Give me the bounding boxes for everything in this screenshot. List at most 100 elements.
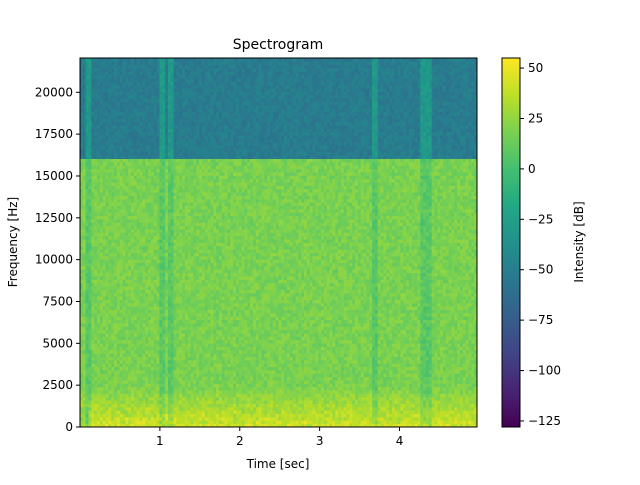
- heatmap-cell: [210, 320, 213, 324]
- heatmap-cell: [341, 350, 344, 354]
- heatmap-cell: [443, 323, 446, 327]
- heatmap-cell: [412, 390, 415, 394]
- heatmap-cell: [344, 326, 347, 330]
- heatmap-cell: [270, 340, 273, 344]
- heatmap-cell: [466, 417, 469, 421]
- heatmap-cell: [244, 326, 247, 330]
- heatmap-cell: [97, 393, 100, 397]
- heatmap-cell: [417, 316, 420, 320]
- heatmap-cell: [361, 336, 364, 340]
- heatmap-cell: [108, 306, 111, 310]
- heatmap-cell: [247, 330, 250, 334]
- heatmap-cell: [174, 377, 177, 381]
- heatmap-cell: [91, 400, 94, 404]
- heatmap-cell: [222, 363, 225, 367]
- heatmap-cell: [327, 343, 330, 347]
- heatmap-cell: [176, 310, 179, 314]
- heatmap-cell: [358, 340, 361, 344]
- heatmap-cell: [389, 363, 392, 367]
- heatmap-cell: [293, 367, 296, 371]
- heatmap-cell: [471, 323, 474, 327]
- heatmap-cell: [332, 390, 335, 394]
- heatmap-cell: [273, 353, 276, 357]
- heatmap-cell: [429, 380, 432, 384]
- heatmap-cell: [389, 410, 392, 414]
- heatmap-cell: [392, 346, 395, 350]
- heatmap-cell: [162, 310, 165, 314]
- heatmap-cell: [409, 310, 412, 314]
- heatmap-cell: [219, 420, 222, 424]
- heatmap-cell: [120, 330, 123, 334]
- heatmap-cell: [253, 380, 256, 384]
- heatmap-cell: [420, 400, 423, 404]
- heatmap-cell: [318, 360, 321, 364]
- heatmap-cell: [338, 306, 341, 310]
- heatmap-cell: [386, 316, 389, 320]
- heatmap-cell: [338, 316, 341, 320]
- heatmap-cell: [301, 360, 304, 364]
- heatmap-cell: [210, 410, 213, 414]
- heatmap-cell: [389, 407, 392, 411]
- heatmap-cell: [298, 310, 301, 314]
- heatmap-cell: [267, 340, 270, 344]
- heatmap-cell: [111, 326, 114, 330]
- heatmap-cell: [205, 306, 208, 310]
- heatmap-cell: [324, 377, 327, 381]
- heatmap-cell: [293, 420, 296, 424]
- heatmap-cell: [123, 310, 126, 314]
- heatmap-cell: [349, 383, 352, 387]
- heatmap-cell: [256, 390, 259, 394]
- heatmap-cell: [191, 333, 194, 337]
- heatmap-cell: [341, 326, 344, 330]
- heatmap-cell: [236, 313, 239, 317]
- heatmap-cell: [205, 346, 208, 350]
- heatmap-cell: [123, 336, 126, 340]
- heatmap-cell: [244, 343, 247, 347]
- heatmap-cell: [94, 380, 97, 384]
- heatmap-cell: [420, 410, 423, 414]
- heatmap-cell: [398, 310, 401, 314]
- heatmap-cell: [168, 370, 171, 374]
- heatmap-cell: [466, 377, 469, 381]
- heatmap-cell: [111, 380, 114, 384]
- heatmap-cell: [454, 360, 457, 364]
- heatmap-cell: [94, 420, 97, 424]
- heatmap-cell: [471, 336, 474, 340]
- heatmap-cell: [287, 363, 290, 367]
- heatmap-cell: [313, 363, 316, 367]
- heatmap-cell: [165, 377, 168, 381]
- heatmap-cell: [103, 343, 106, 347]
- heatmap-cell: [389, 390, 392, 394]
- heatmap-cell: [284, 383, 287, 387]
- heatmap-cell: [403, 336, 406, 340]
- heatmap-cell: [208, 360, 211, 364]
- heatmap-cell: [120, 360, 123, 364]
- heatmap-cell: [273, 383, 276, 387]
- heatmap-cell: [341, 343, 344, 347]
- heatmap-cell: [423, 340, 426, 344]
- heatmap-cell: [100, 357, 103, 361]
- heatmap-cell: [176, 407, 179, 411]
- heatmap-cell: [395, 353, 398, 357]
- heatmap-cell: [261, 397, 264, 401]
- heatmap-cell: [145, 367, 148, 371]
- heatmap-cell: [94, 326, 97, 330]
- heatmap-cell: [327, 333, 330, 337]
- heatmap-cell: [259, 370, 262, 374]
- heatmap-cell: [468, 383, 471, 387]
- heatmap-cell: [233, 410, 236, 414]
- heatmap-cell: [395, 323, 398, 327]
- heatmap-cell: [417, 353, 420, 357]
- heatmap-cell: [293, 400, 296, 404]
- heatmap-cell: [406, 397, 409, 401]
- heatmap-cell: [125, 320, 128, 324]
- heatmap-cell: [296, 377, 299, 381]
- heatmap-cell: [157, 357, 160, 361]
- heatmap-cell: [270, 353, 273, 357]
- heatmap-cell: [253, 370, 256, 374]
- heatmap-cell: [366, 400, 369, 404]
- heatmap-cell: [270, 397, 273, 401]
- heatmap-cell: [148, 404, 151, 408]
- heatmap-cell: [327, 363, 330, 367]
- heatmap-cell: [392, 397, 395, 401]
